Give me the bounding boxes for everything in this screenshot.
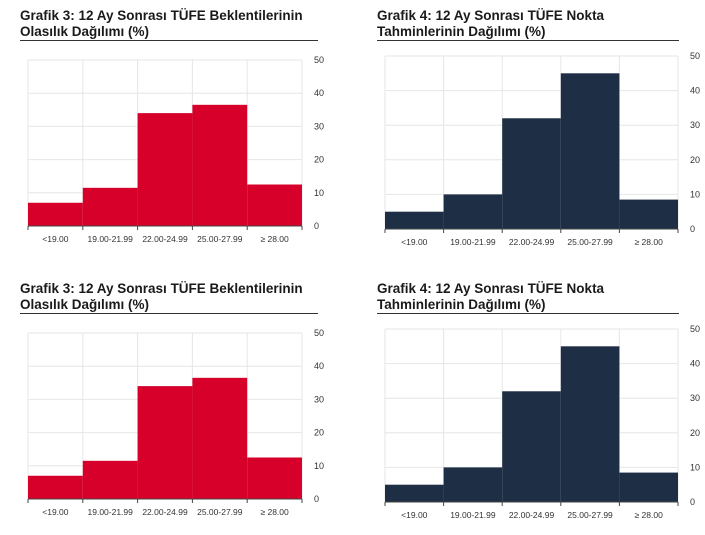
- chart-title-line1: Grafik 4: 12 Ay Sonrası TÜFE Nokta: [377, 281, 605, 296]
- chart-panel-bottom-left: Grafik 3: 12 Ay Sonrası TÜFE Beklentiler…: [20, 281, 324, 526]
- x-tick-label: 25.00-27.99: [567, 510, 613, 520]
- y-tick-label: 50: [690, 324, 700, 334]
- y-tick-label: 40: [690, 359, 700, 369]
- bar-2: [137, 113, 193, 226]
- bar-3: [192, 377, 248, 499]
- bar-chart: <19.00 19.00-21.99 22.00-24.99 25.00-27.99 ≥…: [27, 55, 324, 244]
- bar-chart: <19.00 19.00-21.99 22.00-24.99 25.00-27.99 ≥…: [384, 324, 700, 520]
- chart-panel-bottom-right: Grafik 4: 12 Ay Sonrası TÜFE Nokta Tahmi…: [377, 281, 700, 526]
- y-tick-label: 0: [314, 494, 319, 504]
- x-tick-label: 19.00-21.99: [88, 234, 134, 244]
- chart-title-line1: Grafik 4: 12 Ay Sonrası TÜFE Nokta: [377, 8, 605, 23]
- x-tick-label: <19.00: [401, 510, 428, 520]
- y-tick-label: 20: [314, 428, 324, 438]
- bar-3: [192, 104, 248, 226]
- bar-0: [28, 475, 83, 499]
- y-tick-label: 20: [690, 428, 700, 438]
- x-tick-label: ≥ 28.00: [260, 234, 289, 244]
- x-tick-label: 25.00-27.99: [567, 237, 613, 247]
- x-tick-label: <19.00: [401, 237, 428, 247]
- x-tick-label: 22.00-24.99: [142, 507, 188, 517]
- y-tick-label: 30: [314, 394, 324, 404]
- y-tick-label: 10: [314, 188, 324, 198]
- bar-2: [502, 391, 561, 502]
- x-tick-label: ≥ 28.00: [635, 237, 664, 247]
- bar-2: [137, 386, 193, 499]
- chart-title: Grafik 3: 12 Ay Sonrası TÜFE Beklentiler…: [20, 8, 320, 42]
- y-tick-label: 50: [314, 328, 324, 338]
- y-tick-label: 30: [314, 121, 324, 131]
- title-underline: [20, 313, 318, 314]
- chart-title-line2: Olasılık Dağılımı (%): [20, 24, 150, 39]
- bar-4: [247, 457, 302, 499]
- chart-title-line2: Olasılık Dağılımı (%): [20, 297, 150, 312]
- chart-title-line2: Tahminlerinin Dağılımı (%): [377, 24, 546, 39]
- bar-3: [560, 346, 620, 502]
- chart-title-line2: Tahminlerinin Dağılımı (%): [377, 297, 546, 312]
- y-tick-label: 50: [314, 55, 324, 65]
- title-underline: [377, 313, 679, 314]
- x-tick-label: 25.00-27.99: [197, 507, 243, 517]
- bar-1: [443, 194, 503, 229]
- x-tick-label: 25.00-27.99: [197, 234, 243, 244]
- x-tick-label: 19.00-21.99: [88, 507, 134, 517]
- bar-4: [619, 472, 678, 502]
- bar-0: [385, 211, 444, 229]
- y-tick-label: 0: [314, 221, 319, 231]
- chart-title: Grafik 3: 12 Ay Sonrası TÜFE Beklentiler…: [20, 281, 320, 315]
- y-tick-label: 40: [690, 86, 700, 96]
- chart-title-line1: Grafik 3: 12 Ay Sonrası TÜFE Beklentiler…: [20, 8, 303, 23]
- bar-0: [28, 202, 83, 226]
- title-underline: [20, 40, 318, 41]
- y-tick-label: 20: [690, 155, 700, 165]
- title-underline: [377, 40, 679, 41]
- chart-title: Grafik 4: 12 Ay Sonrası TÜFE Nokta Tahmi…: [377, 8, 677, 42]
- x-tick-label: ≥ 28.00: [635, 510, 664, 520]
- bar-4: [247, 184, 302, 226]
- y-tick-label: 40: [314, 361, 324, 371]
- bar-4: [619, 199, 678, 229]
- chart-title-line1: Grafik 3: 12 Ay Sonrası TÜFE Beklentiler…: [20, 281, 303, 296]
- bar-chart: <19.00 19.00-21.99 22.00-24.99 25.00-27.99 ≥…: [27, 328, 324, 517]
- y-tick-label: 0: [690, 497, 695, 507]
- y-tick-label: 20: [314, 155, 324, 165]
- x-tick-label: <19.00: [42, 234, 69, 244]
- x-tick-label: 22.00-24.99: [509, 237, 555, 247]
- bar-0: [385, 484, 444, 502]
- bar-chart: <19.00 19.00-21.99 22.00-24.99 25.00-27.99 ≥…: [384, 51, 700, 247]
- bar-1: [82, 460, 138, 499]
- x-tick-label: ≥ 28.00: [260, 507, 289, 517]
- chart-panel-top-right: Grafik 4: 12 Ay Sonrası TÜFE Nokta Tahmi…: [377, 8, 700, 258]
- bar-1: [443, 467, 503, 502]
- y-tick-label: 10: [690, 462, 700, 472]
- x-tick-label: <19.00: [42, 507, 69, 517]
- x-tick-label: 19.00-21.99: [450, 510, 496, 520]
- bar-2: [502, 118, 561, 229]
- chart-title: Grafik 4: 12 Ay Sonrası TÜFE Nokta Tahmi…: [377, 281, 677, 315]
- y-tick-label: 30: [690, 120, 700, 130]
- y-tick-label: 10: [690, 189, 700, 199]
- bar-3: [560, 73, 620, 229]
- chart-panel-top-left: Grafik 3: 12 Ay Sonrası TÜFE Beklentiler…: [20, 8, 324, 258]
- y-tick-label: 40: [314, 88, 324, 98]
- y-tick-label: 30: [690, 393, 700, 403]
- x-tick-label: 22.00-24.99: [142, 234, 188, 244]
- y-tick-label: 10: [314, 461, 324, 471]
- x-tick-label: 22.00-24.99: [509, 510, 555, 520]
- y-tick-label: 50: [690, 51, 700, 61]
- x-tick-label: 19.00-21.99: [450, 237, 496, 247]
- bar-1: [82, 187, 138, 226]
- y-tick-label: 0: [690, 224, 695, 234]
